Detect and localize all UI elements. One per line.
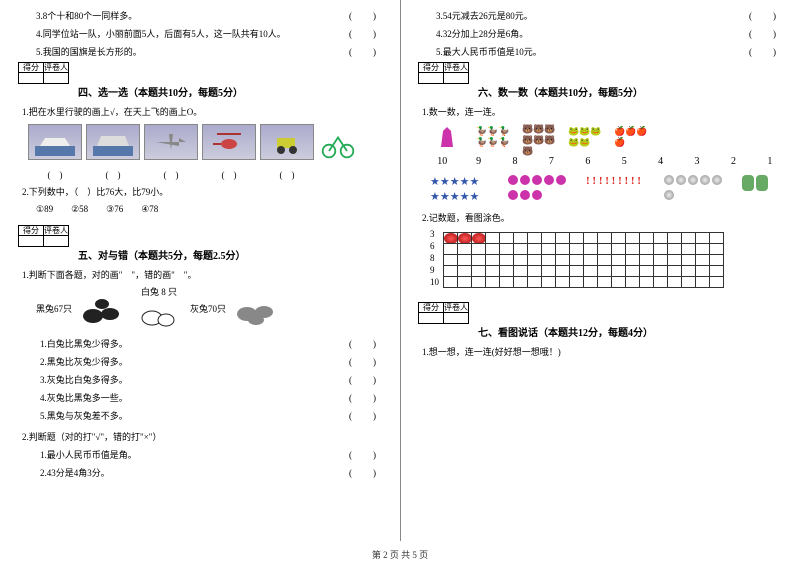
s5-q2-sublist: 1.最小人民币币值是角。( ) 2.43分是4角3分。( ): [18, 447, 382, 481]
right-column: 3.54元减去26元是80元。( ) 4.32分加上28分是6角。( ) 5.最…: [400, 0, 800, 565]
vehicle-row: [18, 124, 382, 162]
boat-icon: [86, 124, 140, 160]
s4-q1: 1.把在水里行驶的画上√，在天上飞的画上O。: [18, 105, 382, 118]
moto-icon: [318, 124, 358, 162]
rabbit-row: 黑兔67只 白兔 8 只 灰兔70只: [18, 285, 382, 332]
white-rabbit-label: 白兔 8 只: [141, 285, 177, 298]
dress-icon: [430, 124, 464, 150]
grenade-icon: [742, 175, 772, 203]
excl-icon: ! ! ! ! ! ! ! ! !: [586, 175, 646, 203]
s4-q2-opts: ①89 ②58 ③76 ④78: [18, 202, 382, 215]
ducks-icon: 🦆🦆🦆🦆🦆🦆: [476, 124, 510, 150]
tractor-icon: [260, 124, 314, 160]
s6-q1: 1.数一数，连一连。: [418, 105, 782, 118]
left-column: 3.8个十和80个一同样多。( ) 4.同学位站一队，小丽前面5人，后面有5人，…: [0, 0, 400, 565]
s5-q1: 1.判断下面各题，对的画" "，错的画" "。: [18, 268, 382, 281]
black-rabbit-icon: [78, 292, 128, 326]
count-grid: [443, 232, 724, 288]
s7-q1: 1.想一想，连一连(好好想一想哦！): [418, 345, 782, 358]
s4-q2: 2.下列数中，（ ）比76大，比79小。: [18, 185, 382, 198]
rq3: 3.54元减去26元是80元。( ): [418, 8, 782, 24]
black-rabbit-label: 黑兔67只: [36, 302, 72, 315]
section-5-title: 五、对与错（本题共5分，每题2.5分）: [78, 247, 382, 262]
gray-rabbit-label: 灰兔70只: [190, 302, 226, 315]
s5-sublist: 1.白兔比黑兔少得多。( ) 2.黑兔比灰兔少得多。( ) 3.灰兔比白兔多得多…: [18, 336, 382, 424]
helicopter-icon: [202, 124, 256, 160]
q4: 4.同学位站一队，小丽前面5人，后面有5人，这一队共有10人。( ): [18, 26, 382, 42]
stars-icon: ★★★★★★★★★★: [430, 175, 490, 203]
plane-icon: [144, 124, 198, 160]
dots-icon: [508, 175, 568, 203]
bears-icon: 🐻🐻🐻🐻🐻🐻🐻: [522, 124, 556, 150]
shape-row: ★★★★★★★★★★ ! ! ! ! ! ! ! ! !: [418, 175, 782, 203]
rq5: 5.最大人民币币值是10元。( ): [418, 44, 782, 60]
s6-q2: 2.记数题，看图涂色。: [418, 211, 782, 224]
s5-q2: 2.判断题（对的打"√"，错的打"×"）: [18, 430, 382, 443]
section-7-title: 七、看图说话（本题共12分，每题4分）: [478, 324, 782, 339]
num-row: 10987654321: [418, 156, 782, 167]
count-icons: 🦆🦆🦆🦆🦆🦆 🐻🐻🐻🐻🐻🐻🐻 🐸🐸🐸🐸🐸 🍎🍎🍎🍎: [418, 124, 782, 150]
balls-icon: [664, 175, 724, 203]
page-footer: 第 2 页 共 5 页: [0, 548, 800, 561]
section-4-title: 四、选一选（本题共10分，每题5分）: [78, 84, 382, 99]
ship-icon: [28, 124, 82, 160]
frogs-icon: 🐸🐸🐸🐸🐸: [568, 124, 602, 150]
score-box-5: 得分评卷人: [18, 225, 382, 247]
gray-rabbit-icon: [232, 292, 282, 326]
score-box-4: 得分评卷人: [18, 62, 382, 84]
grid-wrap: 3 6 8 9 10: [418, 228, 782, 288]
rq4: 4.32分加上28分是6角。( ): [418, 26, 782, 42]
q5: 5.我国的国旗是长方形的。( ): [18, 44, 382, 60]
score-box-6: 得分评卷人: [418, 62, 782, 84]
vehicle-parens: ( )( )( )( )( ): [18, 168, 382, 181]
white-rabbit-icon: [134, 298, 184, 332]
score-box-7: 得分评卷人: [418, 302, 782, 324]
section-6-title: 六、数一数（本题共10分，每题5分）: [478, 84, 782, 99]
apples-icon: 🍎🍎🍎🍎: [614, 124, 648, 150]
q3: 3.8个十和80个一同样多。( ): [18, 8, 382, 24]
